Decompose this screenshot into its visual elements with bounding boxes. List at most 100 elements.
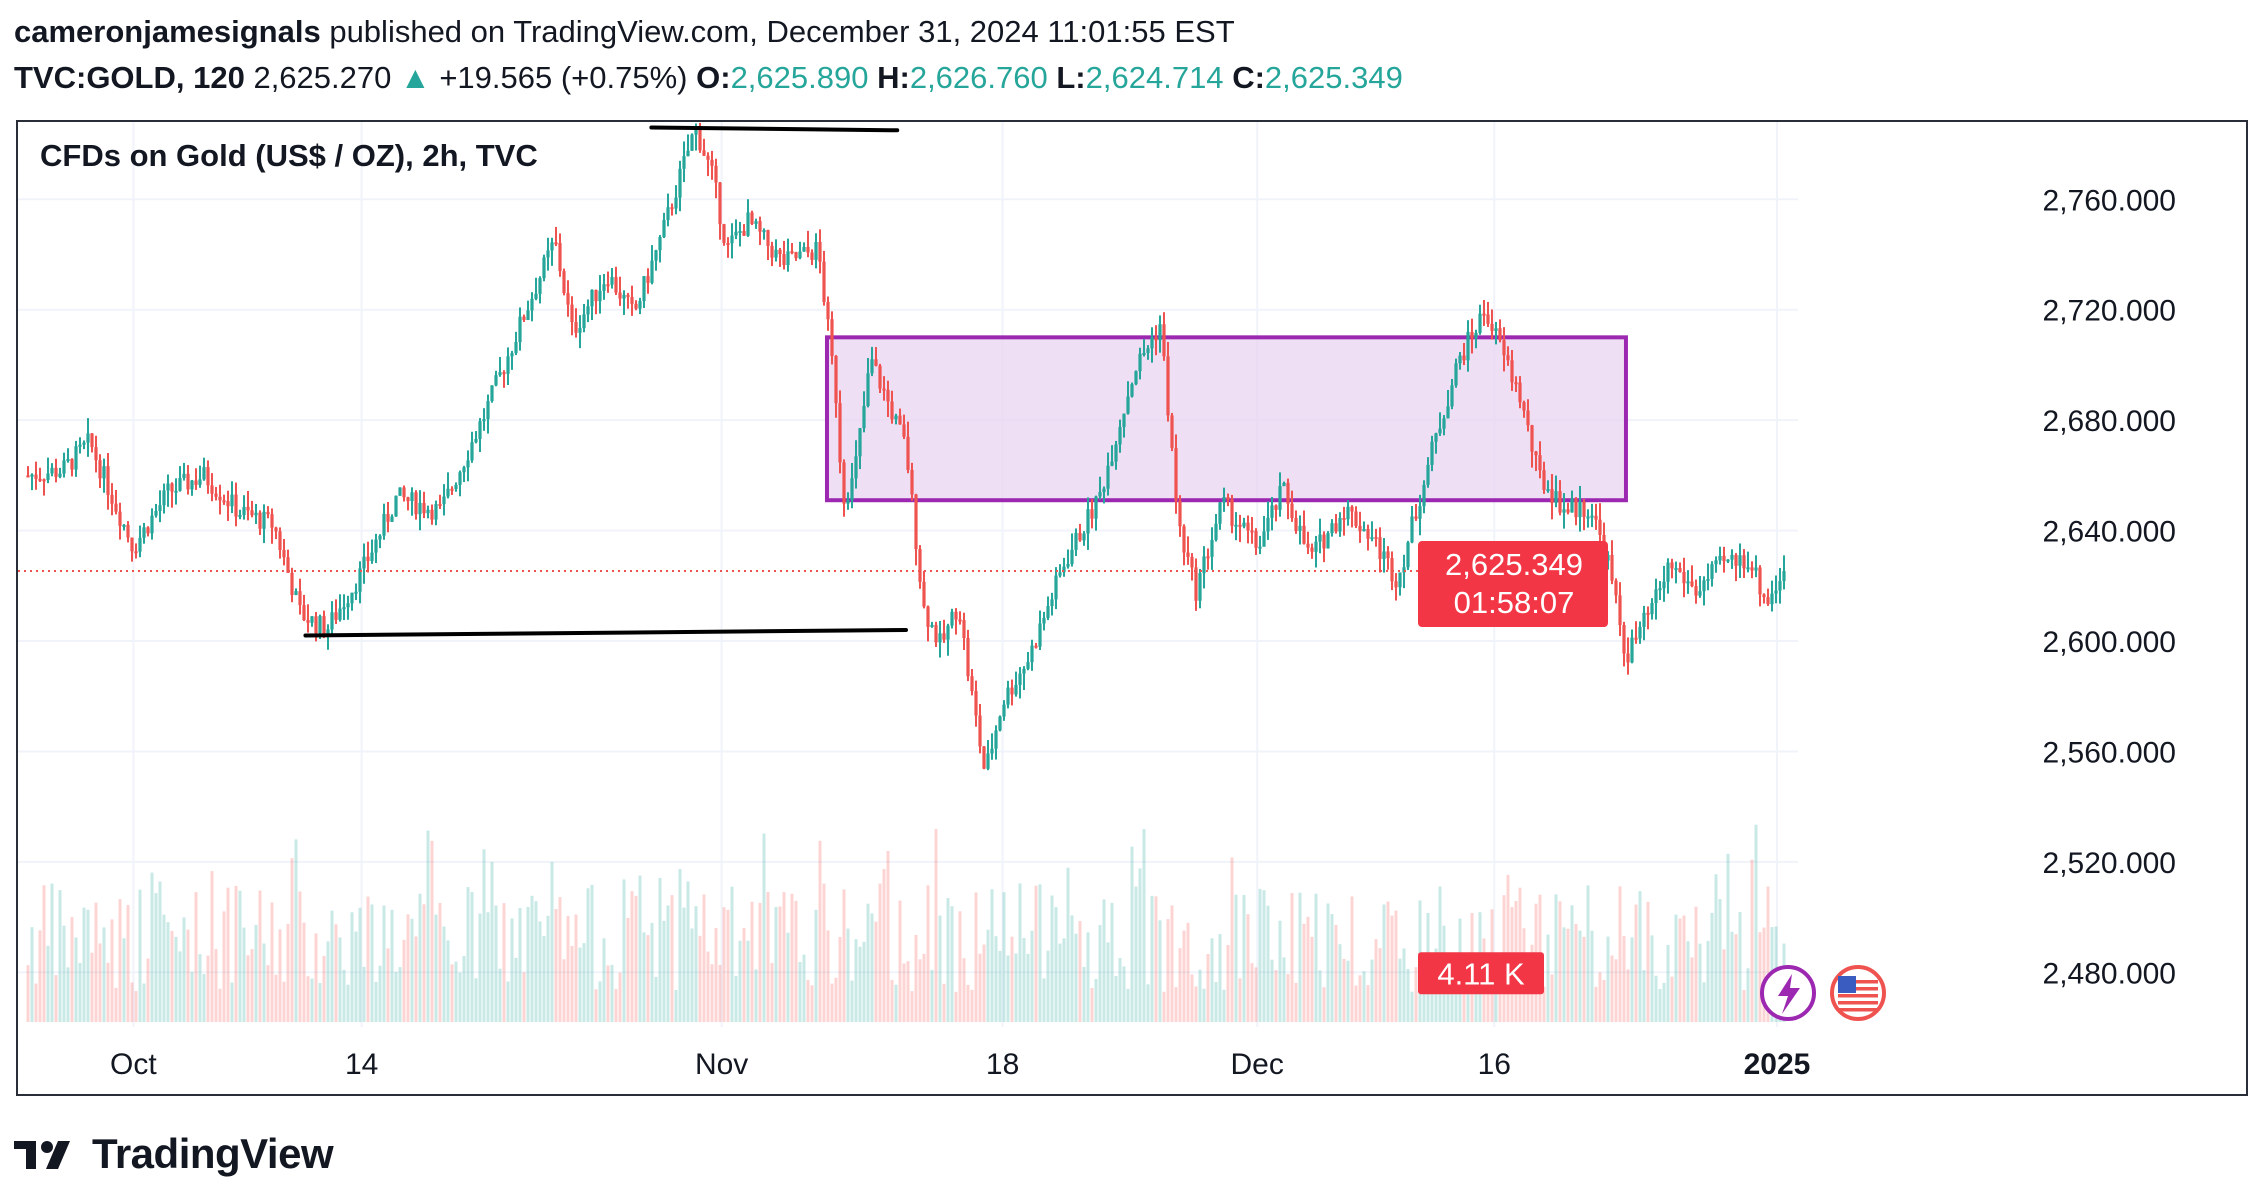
volume-bar (634, 895, 638, 1022)
volume-bar (526, 906, 530, 1022)
volume-bar (574, 914, 578, 1022)
volume-bar (1714, 874, 1718, 1022)
volume-bar (1398, 958, 1402, 1022)
candle-body (1254, 530, 1258, 548)
volume-bar (182, 917, 186, 1022)
volume-bar (162, 914, 166, 1022)
candle-body (422, 502, 426, 514)
volume-bar (394, 971, 398, 1022)
volume-bar (1046, 950, 1050, 1022)
candle-body (1266, 517, 1270, 532)
candle-body (698, 126, 702, 151)
volume-bar (1214, 982, 1218, 1022)
candle-body (414, 492, 418, 515)
volume-bar (594, 989, 598, 1022)
volume-bar (206, 955, 210, 1022)
volume-bar (1262, 890, 1266, 1022)
volume-bar (1610, 955, 1614, 1022)
candle-body (1470, 331, 1474, 339)
volume-bar (1582, 936, 1586, 1022)
volume-bar (650, 922, 654, 1022)
volume-bar (1678, 918, 1682, 1022)
candle-body (438, 504, 442, 507)
candle-body (282, 549, 286, 558)
candle-body (1170, 415, 1174, 449)
candle-body (94, 447, 98, 461)
candle-body (934, 624, 938, 643)
symbol-name[interactable]: TVC:GOLD, 120 (14, 60, 245, 95)
volume-bar (1474, 991, 1478, 1022)
volume-bar (474, 978, 478, 1022)
x-tick-label: 18 (986, 1048, 1019, 1081)
volume-bar (1226, 944, 1230, 1022)
volume-bar (1290, 893, 1294, 1022)
candle-body (198, 479, 202, 485)
y-tick-label: 2,560.000 (2043, 736, 2176, 769)
candle-body (486, 401, 490, 420)
volume-bar (230, 982, 234, 1022)
volume-bar (258, 890, 262, 1022)
candle-body (1218, 502, 1222, 524)
candle-body (298, 591, 302, 606)
volume-bar (1242, 894, 1246, 1022)
candle-body (410, 492, 414, 502)
volume-bar (1158, 920, 1162, 1022)
candle-body (186, 473, 190, 490)
candle-body (162, 490, 166, 506)
candle-body (1778, 581, 1782, 591)
volume-bar (1194, 986, 1198, 1022)
candle-body (1378, 537, 1382, 559)
volume-bar (1386, 901, 1390, 1022)
volume-bar (586, 888, 590, 1022)
candle-body (218, 496, 222, 501)
volume-bar (902, 963, 906, 1022)
candle-body (706, 155, 710, 160)
volume-bar (1718, 898, 1722, 1022)
candle-body (578, 328, 582, 333)
volume-bar (314, 933, 318, 1022)
candle-body (234, 494, 238, 517)
candle-body (982, 746, 986, 769)
volume-bar (1722, 949, 1726, 1022)
candle-body (1714, 560, 1718, 565)
volume-bar (1002, 892, 1006, 1022)
volume-bar (482, 849, 486, 1022)
candle-body (1766, 597, 1770, 605)
volume-bar (1074, 933, 1078, 1022)
volume-bar (50, 883, 54, 1022)
candle-body (1030, 645, 1034, 663)
candle-body (1454, 363, 1458, 386)
candle-body (286, 557, 290, 573)
candle-body (362, 556, 366, 569)
volume-bar (878, 883, 882, 1022)
candle-body (1534, 451, 1538, 456)
volume-bar (926, 885, 930, 1022)
candle-body (1574, 499, 1578, 518)
volume-bar (778, 906, 782, 1022)
candle-body (1546, 489, 1550, 492)
volume-bar (814, 909, 818, 1022)
candle-body (1622, 625, 1626, 654)
volume-bar (1414, 967, 1418, 1022)
volume-bar (822, 883, 826, 1022)
author-name[interactable]: cameronjamesignals (14, 14, 321, 49)
candle-body (118, 511, 122, 526)
volume-bar (774, 906, 778, 1022)
candle-body (1278, 486, 1282, 510)
volume-bar (858, 946, 862, 1022)
x-tick-label: Nov (695, 1048, 748, 1081)
volume-bar (1370, 959, 1374, 1022)
candle-body (458, 472, 462, 485)
volume-bar (462, 955, 466, 1022)
candle-body (1222, 497, 1226, 503)
volume-bar (446, 940, 450, 1022)
candle-body (826, 301, 830, 320)
candle-body (1678, 568, 1682, 572)
volume-bar (850, 980, 854, 1022)
volume-bar (478, 913, 482, 1022)
candle-body (254, 512, 258, 516)
candle-body (714, 165, 718, 183)
volume-bar (290, 858, 294, 1022)
volume-bar (174, 936, 178, 1022)
